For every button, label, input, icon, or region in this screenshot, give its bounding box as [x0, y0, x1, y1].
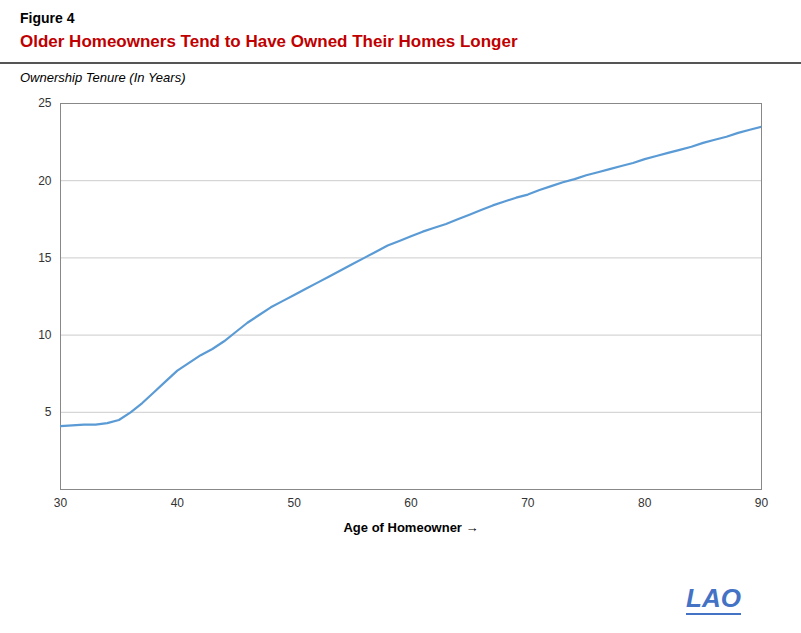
- svg-text:40: 40: [171, 496, 185, 510]
- svg-text:30: 30: [54, 496, 68, 510]
- html-text:Figure 4: Figure 4: [20, 10, 75, 26]
- html-text:LAO: LAO: [686, 583, 741, 614]
- svg-text:25: 25: [38, 96, 52, 110]
- svg-text:90: 90: [755, 496, 769, 510]
- svg-text:10: 10: [38, 328, 52, 342]
- svg-text:5: 5: [45, 405, 52, 419]
- svg-text:80: 80: [638, 496, 652, 510]
- svg-text:50: 50: [287, 496, 301, 510]
- svg-text:15: 15: [38, 251, 52, 265]
- svg-text:20: 20: [38, 174, 52, 188]
- html-text:Ownership Tenure (In Years): Ownership Tenure (In Years): [20, 70, 186, 85]
- html-text:Older Homeowners Tend to Have: Older Homeowners Tend to Have Owned Thei…: [20, 32, 518, 51]
- svg-text:Age of Homeowner →: Age of Homeowner →: [343, 520, 478, 535]
- svg-text:70: 70: [521, 496, 535, 510]
- svg-text:60: 60: [404, 496, 418, 510]
